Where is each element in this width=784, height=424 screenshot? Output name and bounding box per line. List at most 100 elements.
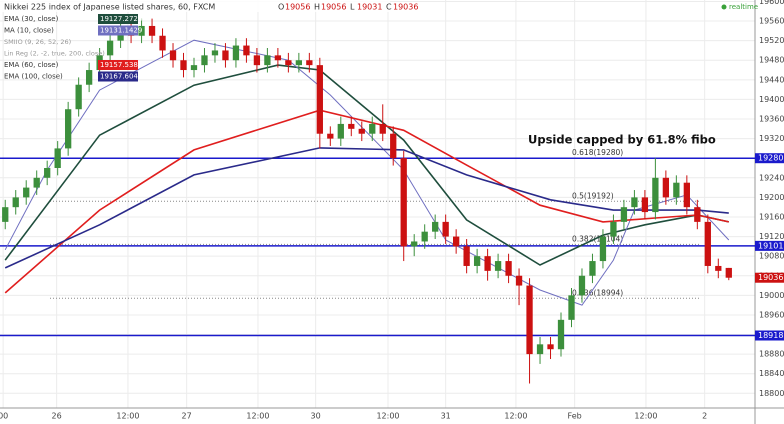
candle-body — [65, 109, 72, 149]
candle-body — [348, 123, 355, 129]
y-tick-label: 18880 — [759, 350, 784, 359]
ohlc-key: L — [350, 3, 355, 12]
candle-body — [715, 265, 722, 271]
candle-body — [536, 344, 544, 355]
x-tick-label: 12:00 — [376, 412, 399, 421]
candle-body — [327, 133, 334, 139]
status: realtime — [729, 3, 758, 11]
candle-body — [54, 148, 61, 168]
y-tick-label: 19200 — [759, 193, 784, 202]
candle-body — [400, 158, 407, 247]
candle-body — [610, 221, 617, 237]
candle-body — [442, 221, 449, 237]
ohlc-value: 19056 — [285, 3, 310, 12]
candle-body — [337, 123, 344, 139]
candle-body — [2, 207, 9, 222]
candle-body — [662, 177, 670, 198]
fib-label: 0.618(19280) — [572, 148, 623, 157]
x-tick-label: 30 — [311, 412, 321, 421]
y-tick-label: 19240 — [759, 173, 784, 182]
candle-body — [23, 187, 30, 198]
legend-value-bg — [98, 25, 138, 36]
y-tick-label: 19480 — [759, 56, 784, 65]
candle-body — [411, 241, 418, 247]
candle-body — [515, 275, 523, 286]
fib-label: 0.236(18994) — [572, 288, 623, 297]
candle-body — [190, 65, 198, 71]
y-tick-label: 18960 — [759, 310, 784, 319]
candle-body — [232, 45, 240, 61]
level-tag — [755, 330, 784, 341]
y-tick-label: 18800 — [759, 389, 784, 398]
x-tick-label: 31 — [441, 412, 451, 421]
candle-body — [211, 50, 219, 56]
candle-body — [557, 319, 565, 350]
x-tick-label: 2 — [702, 412, 707, 421]
y-tick-label: 18840 — [759, 369, 784, 378]
candle-body — [12, 197, 19, 208]
candle-body — [306, 60, 313, 66]
candle-body — [44, 168, 51, 178]
x-tick-label: 12:00 — [116, 412, 139, 421]
level-tag — [755, 153, 784, 164]
candle-body — [169, 50, 177, 61]
candle-body — [453, 236, 460, 247]
candle-body — [75, 84, 82, 110]
candle-body — [484, 256, 491, 271]
legend-entry: MA (10, close) — [4, 27, 54, 35]
candle-body — [106, 40, 114, 56]
y-tick-label: 19360 — [759, 115, 784, 124]
level-tag-label: 19101 — [758, 241, 783, 250]
candle-body — [390, 133, 397, 159]
y-tick-label: 19320 — [759, 134, 784, 143]
fib-label: 0.382(19104) — [572, 234, 623, 243]
ohlc-value: 19036 — [393, 3, 418, 12]
chart-title: Nikkei 225 index of Japanese listed shar… — [4, 3, 215, 12]
candle-body — [148, 25, 156, 36]
candle-body — [201, 55, 208, 66]
candle-body — [683, 182, 690, 208]
ohlc-value: 19056 — [321, 3, 346, 12]
y-tick-label: 19120 — [759, 232, 784, 241]
candle-body — [494, 261, 502, 271]
candle-body — [620, 207, 628, 222]
last-price-tag — [755, 272, 784, 283]
candle-body — [463, 246, 470, 266]
legend-value: 19131.1429 — [100, 27, 142, 35]
candle-body — [547, 344, 554, 350]
y-tick-label: 19520 — [759, 36, 784, 45]
y-tick-label: 19400 — [759, 95, 784, 104]
y-tick-label: 19000 — [759, 291, 784, 300]
candle-body — [526, 285, 533, 355]
candle-body — [222, 50, 229, 61]
candle-body — [432, 221, 439, 232]
candle-body — [243, 45, 250, 56]
x-tick-label: 00 — [0, 412, 8, 421]
candle-body — [295, 60, 302, 66]
indicator-line — [4, 64, 729, 266]
legend-entry: SMIIO (9, 26, 52, 26) — [4, 38, 71, 46]
indicator-line — [4, 109, 729, 294]
candle-body — [180, 60, 187, 71]
candle-body — [358, 128, 365, 134]
legend-entry: Lin Reg (2, -2, true, 200, close) — [4, 50, 105, 58]
header-bg — [0, 0, 390, 12]
candle-body — [264, 55, 271, 66]
x-tick-label: 12:00 — [634, 412, 657, 421]
candle-body — [704, 221, 711, 266]
candle-body — [505, 261, 512, 276]
y-tick-label: 19080 — [759, 252, 784, 261]
legend-value-bg — [98, 60, 138, 70]
candle-body — [316, 65, 323, 134]
candle-body — [631, 197, 638, 208]
legend-entry: EMA (100, close) — [4, 73, 63, 81]
candle-body — [694, 207, 701, 222]
status-dot — [721, 4, 727, 10]
legend-entry: EMA (60, close) — [4, 61, 59, 69]
candle-body — [159, 35, 166, 51]
candle-body — [599, 236, 607, 262]
candle-body — [379, 123, 386, 134]
candle-body — [33, 177, 40, 188]
legend-entry: EMA (30, close) — [4, 15, 59, 23]
candle-body — [578, 275, 586, 296]
